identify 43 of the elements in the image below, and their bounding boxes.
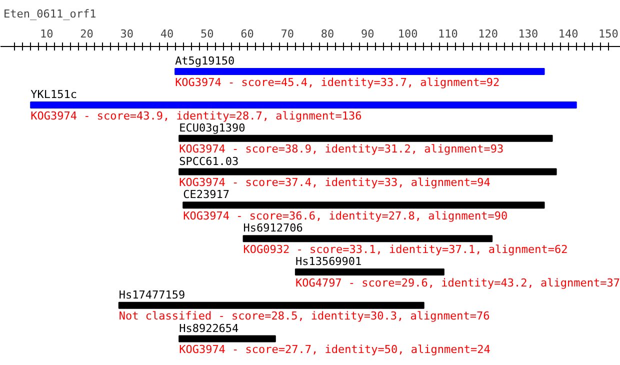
annotation: KOG3974 - score=45.4, identity=33.7, alignment=92 xyxy=(175,76,500,89)
bar xyxy=(118,302,424,309)
annotation: KOG3974 - score=37.4, identity=33, alignment=94 xyxy=(179,176,491,190)
x-tick-label: 80 xyxy=(320,28,334,40)
chart-title: Eten_0611_orf1 xyxy=(4,8,96,20)
x-tick-label: 150 xyxy=(598,28,618,40)
y-tick-label: Hs17477159 xyxy=(118,288,186,302)
y-tick-label: Hs8922654 xyxy=(179,322,240,335)
x-tick-label: 20 xyxy=(80,28,94,40)
x-tick-label: 10 xyxy=(40,28,54,40)
bar xyxy=(30,101,577,108)
x-tick-label: 130 xyxy=(518,28,538,40)
bar xyxy=(178,134,553,142)
annotation: KOG3974 - score=27.7, identity=50, alignment=24 xyxy=(179,343,491,356)
annotation: Not classified - score=28.5, identity=30.3, alignment=76 xyxy=(118,310,490,323)
y-tick-label: Hs13569901 xyxy=(295,254,362,268)
annotation: KOG3974 - score=43.9, identity=28.7, alignment=136 xyxy=(30,109,362,122)
bar xyxy=(242,235,493,242)
x-tick-label: 140 xyxy=(558,28,578,40)
annotation: KOG0932 - score=33.1, identity=37.1, alignment=62 xyxy=(243,242,568,256)
x-tick-label: 70 xyxy=(280,28,294,40)
y-tick-label: ECU03g1390 xyxy=(179,121,246,134)
annotation: KOG3974 - score=38.9, identity=31.2, alignment=93 xyxy=(179,142,504,156)
x-tick-label: 60 xyxy=(240,28,254,40)
x-tick-label: 120 xyxy=(478,28,498,40)
y-tick-label: Hs6912706 xyxy=(243,222,303,235)
bar xyxy=(178,335,276,342)
x-tick-label: 90 xyxy=(361,28,374,40)
bar xyxy=(178,168,557,176)
bar xyxy=(174,68,545,76)
x-tick-label: 30 xyxy=(120,28,134,40)
bar xyxy=(182,202,545,209)
x-tick-label: 100 xyxy=(398,28,418,40)
y-tick-label: At5g19150 xyxy=(175,54,235,68)
y-tick-label: YKL151c xyxy=(30,88,77,101)
annotation: KOG4797 - score=29.6, identity=43.2, alignment=37 xyxy=(295,276,620,290)
x-tick-label: 50 xyxy=(200,28,214,40)
bar xyxy=(294,268,444,276)
annotation: KOG3974 - score=36.6, identity=27.8, alignment=90 xyxy=(183,210,508,223)
y-tick-label: CE23917 xyxy=(183,188,230,202)
x-tick-label: 40 xyxy=(160,28,174,40)
y-tick-label: SPCC61.03 xyxy=(179,154,239,168)
x-tick-label: 110 xyxy=(438,28,458,40)
